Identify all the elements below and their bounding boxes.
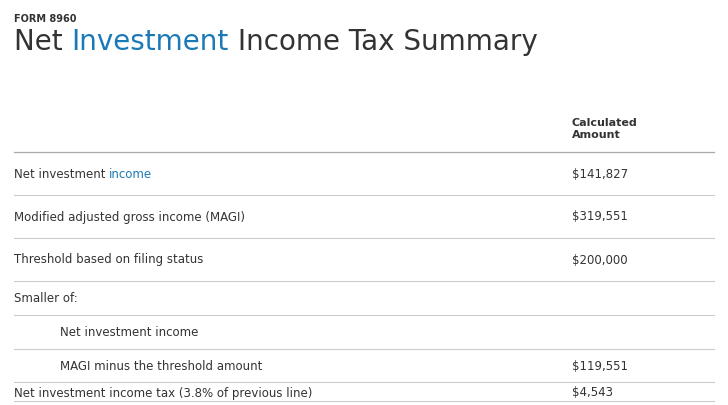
Text: $319,551: $319,551 xyxy=(572,210,628,223)
Text: Smaller of:: Smaller of: xyxy=(14,292,78,305)
Text: Investment: Investment xyxy=(71,28,229,56)
Text: $4,543: $4,543 xyxy=(572,386,613,399)
Text: Net investment: Net investment xyxy=(14,167,109,180)
Text: Net: Net xyxy=(14,28,71,56)
Text: MAGI minus the threshold amount: MAGI minus the threshold amount xyxy=(60,358,262,371)
Text: Calculated: Calculated xyxy=(572,118,638,128)
Text: Modified adjusted gross income (MAGI): Modified adjusted gross income (MAGI) xyxy=(14,210,245,223)
Text: Income Tax Summary: Income Tax Summary xyxy=(229,28,537,56)
Text: Net investment income: Net investment income xyxy=(60,326,198,339)
Text: FORM 8960: FORM 8960 xyxy=(14,14,76,24)
Text: Amount: Amount xyxy=(572,130,621,140)
Text: Threshold based on filing status: Threshold based on filing status xyxy=(14,253,203,266)
Text: income: income xyxy=(109,167,152,180)
Text: $200,000: $200,000 xyxy=(572,253,628,266)
Text: $119,551: $119,551 xyxy=(572,358,628,371)
Text: Net investment income tax (3.8% of previous line): Net investment income tax (3.8% of previ… xyxy=(14,386,312,399)
Text: $141,827: $141,827 xyxy=(572,167,628,180)
